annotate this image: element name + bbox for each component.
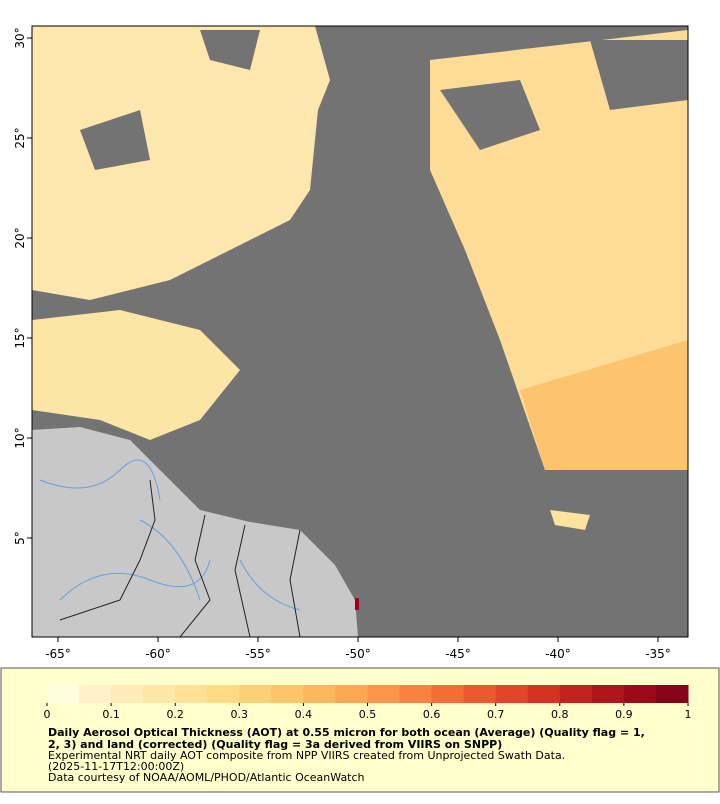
- y-tick-label: 20°: [13, 227, 27, 248]
- colorbar-swatch: [111, 685, 144, 703]
- colorbar-swatch: [271, 685, 304, 703]
- colorbar-swatch: [495, 685, 529, 703]
- colorbar-swatch: [367, 685, 401, 703]
- colorbar-swatch: [335, 685, 368, 703]
- colorbar-swatch: [431, 685, 465, 703]
- colorbar-tick-label: 0.2: [166, 708, 184, 721]
- x-tick-label: -60°: [145, 647, 171, 661]
- y-tick-label: 10°: [13, 427, 27, 448]
- aerosol-region: [32, 310, 240, 440]
- colorbar-swatch: [239, 685, 272, 703]
- x-tick-label: -55°: [245, 647, 271, 661]
- colorbar-swatch: [623, 685, 657, 703]
- caption-line: (2025-11-17T12:00:00Z): [48, 760, 184, 773]
- aerosol-region: [520, 340, 688, 470]
- colorbar-tick-label: 0.9: [615, 708, 633, 721]
- cloud-gap: [200, 30, 260, 70]
- borders: [59, 479, 301, 638]
- aerosol-region: [32, 26, 330, 300]
- colorbar-tick-label: 0.5: [359, 708, 377, 721]
- colorbar: 0 0.1 0.2 0.3 0.4 0.5 0.6 0.7 0.8 0.9 1: [44, 685, 692, 721]
- colorbar-swatch: [655, 685, 689, 703]
- x-tick-label: -65°: [45, 647, 71, 661]
- rivers: [39, 459, 301, 611]
- map-area: [32, 26, 688, 638]
- y-tick-label: 5°: [13, 531, 27, 545]
- high-aot-pixel: [355, 598, 359, 610]
- colorbar-swatch: [143, 685, 176, 703]
- colorbar-tick-label: 1: [685, 708, 692, 721]
- y-tick-label: 25°: [13, 127, 27, 148]
- land: [32, 427, 358, 637]
- cloud-gap: [590, 40, 688, 110]
- colorbar-tick-label: 0.4: [295, 708, 313, 721]
- y-tick-label: 15°: [13, 327, 27, 348]
- y-tick-label: 30°: [13, 27, 27, 48]
- caption-title: Daily Aerosol Optical Thickness (AOT) at…: [48, 726, 645, 751]
- colorbar-swatch: [591, 685, 625, 703]
- cloud-gap: [440, 80, 540, 150]
- colorbar-tick-label: 0.3: [231, 708, 249, 721]
- colorbar-swatch: [207, 685, 240, 703]
- colorbar-swatch: [399, 685, 433, 703]
- x-tick-label: -40°: [545, 647, 571, 661]
- cloud-gap: [80, 110, 150, 170]
- colorbar-swatch: [527, 685, 561, 703]
- colorbar-swatch: [175, 685, 208, 703]
- x-tick-label: -35°: [645, 647, 671, 661]
- colorbar-swatch: [47, 685, 80, 703]
- x-tick-label: -45°: [445, 647, 471, 661]
- colorbar-swatch: [303, 685, 336, 703]
- colorbar-swatch: [559, 685, 593, 703]
- colorbar-swatch: [463, 685, 497, 703]
- colorbar-tick-label: 0.1: [102, 708, 120, 721]
- colorbar-tick-label: 0: [44, 708, 51, 721]
- aerosol-region: [550, 510, 590, 530]
- colorbar-tick-label: 0.7: [487, 708, 505, 721]
- caption-line: Experimental NRT daily AOT composite fro…: [48, 749, 565, 762]
- x-tick-label: -50°: [345, 647, 371, 661]
- colorbar-swatch: [79, 685, 112, 703]
- map-frame: [31, 25, 689, 638]
- colorbar-tick-label: 0.8: [551, 708, 569, 721]
- colorbar-tick-label: 0.6: [423, 708, 441, 721]
- caption-line: Data courtesy of NOAA/AOML/PHOD/Atlantic…: [48, 771, 365, 784]
